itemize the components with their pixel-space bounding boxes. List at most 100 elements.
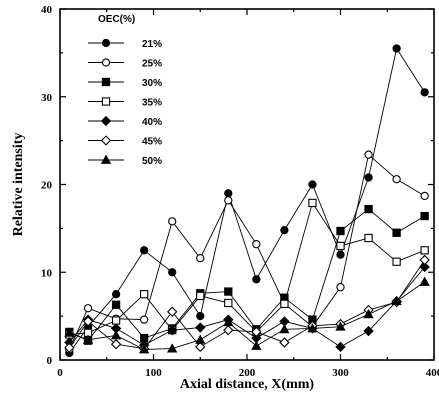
- data-point: [308, 198, 317, 208]
- data-point: [364, 173, 373, 182]
- data-point: [364, 150, 373, 159]
- legend-label: 50%: [142, 156, 162, 167]
- legend-label: 25%: [142, 59, 162, 70]
- data-point: [336, 250, 345, 259]
- data-point: [111, 300, 121, 309]
- data-point: [196, 254, 205, 263]
- data-point: [83, 304, 93, 313]
- legend-label: 30%: [142, 78, 162, 89]
- data-point: [392, 257, 401, 266]
- data-point: [139, 315, 149, 324]
- axes: 0 100 200 300 400 0 10 20 30 40: [41, 4, 439, 379]
- data-point: [111, 316, 121, 325]
- series-line: [69, 281, 425, 350]
- legend-entry: 45%: [88, 135, 162, 148]
- data-point: [252, 275, 261, 284]
- legend-entry: 35%: [88, 97, 162, 109]
- legend: OEC(%) 21% 25% 30% 35% 40% 45% 50%: [88, 14, 162, 167]
- data-point: [139, 246, 149, 255]
- series-line: [69, 201, 425, 336]
- y-tick-label: 20: [41, 180, 53, 192]
- data-point: [167, 324, 178, 336]
- legend-label: 21%: [142, 39, 162, 50]
- series-line: [68, 259, 426, 350]
- series-line: [69, 208, 425, 342]
- data-point: [419, 254, 430, 266]
- series-line: [69, 266, 425, 348]
- data-point: [251, 340, 262, 350]
- data-point: [64, 327, 75, 337]
- x-tick-label: 300: [332, 367, 349, 379]
- x-tick-label: 100: [145, 367, 162, 379]
- data-point: [280, 225, 289, 235]
- data-point: [419, 261, 430, 273]
- data-point: [308, 180, 317, 189]
- data-point: [111, 290, 121, 299]
- y-tick-label: 10: [41, 267, 53, 279]
- data-point: [195, 334, 206, 344]
- data-point: [167, 306, 178, 317]
- series-50pct: [64, 276, 430, 354]
- data-point: [364, 204, 373, 214]
- data-point: [140, 290, 149, 299]
- data-point: [363, 325, 374, 337]
- data-point: [279, 323, 290, 334]
- legend-title: OEC(%): [98, 14, 135, 25]
- data-point: [110, 339, 122, 350]
- data-point: [224, 196, 233, 205]
- data-point: [336, 283, 345, 292]
- legend-label: 45%: [142, 137, 162, 148]
- data-point: [420, 246, 429, 255]
- x-tick-label: 0: [57, 367, 63, 379]
- y-tick-label: 30: [41, 92, 53, 104]
- data-point: [279, 337, 290, 348]
- data-point: [195, 322, 206, 333]
- data-point: [335, 341, 346, 353]
- data-point: [364, 233, 373, 243]
- x-tick-label: 400: [426, 367, 439, 379]
- y-axis-title: Relative intensity: [11, 133, 26, 237]
- legend-marker: [100, 154, 112, 164]
- data-point: [139, 344, 150, 354]
- data-point: [392, 228, 401, 237]
- data-point: [307, 323, 318, 333]
- data-point: [110, 330, 122, 340]
- legend-marker: [100, 115, 112, 127]
- legend-marker: [101, 77, 111, 87]
- data-point: [64, 342, 75, 353]
- data-point: [251, 326, 262, 338]
- data-point: [419, 276, 430, 286]
- legend-label: 35%: [142, 98, 162, 109]
- data-point: [224, 298, 233, 308]
- data-point: [224, 189, 233, 198]
- data-point: [420, 88, 429, 97]
- series-line: [68, 47, 426, 354]
- legend-label: 40%: [142, 117, 162, 128]
- data-point: [392, 44, 401, 53]
- y-tick-label: 40: [41, 4, 53, 16]
- series-layer: [64, 44, 430, 358]
- series-line: [68, 153, 425, 350]
- legend-entry: 40%: [88, 115, 162, 128]
- x-tick-label: 200: [239, 367, 256, 379]
- data-point: [167, 343, 178, 353]
- data-point: [82, 316, 94, 327]
- data-point: [420, 211, 429, 221]
- y-tick-label: 0: [47, 355, 53, 367]
- data-point: [252, 240, 261, 249]
- legend-marker: [100, 135, 112, 146]
- x-axis-title: Axial distance, X(mm): [180, 377, 314, 392]
- legend-entry: 30%: [88, 77, 162, 89]
- data-point: [336, 226, 345, 236]
- data-point: [196, 311, 205, 321]
- data-point: [391, 295, 402, 306]
- legend-marker: [101, 38, 111, 48]
- data-point: [195, 341, 206, 353]
- data-point: [82, 334, 94, 344]
- data-point: [224, 287, 233, 296]
- data-point: [392, 175, 401, 184]
- data-point: [420, 191, 429, 201]
- data-point: [223, 316, 234, 327]
